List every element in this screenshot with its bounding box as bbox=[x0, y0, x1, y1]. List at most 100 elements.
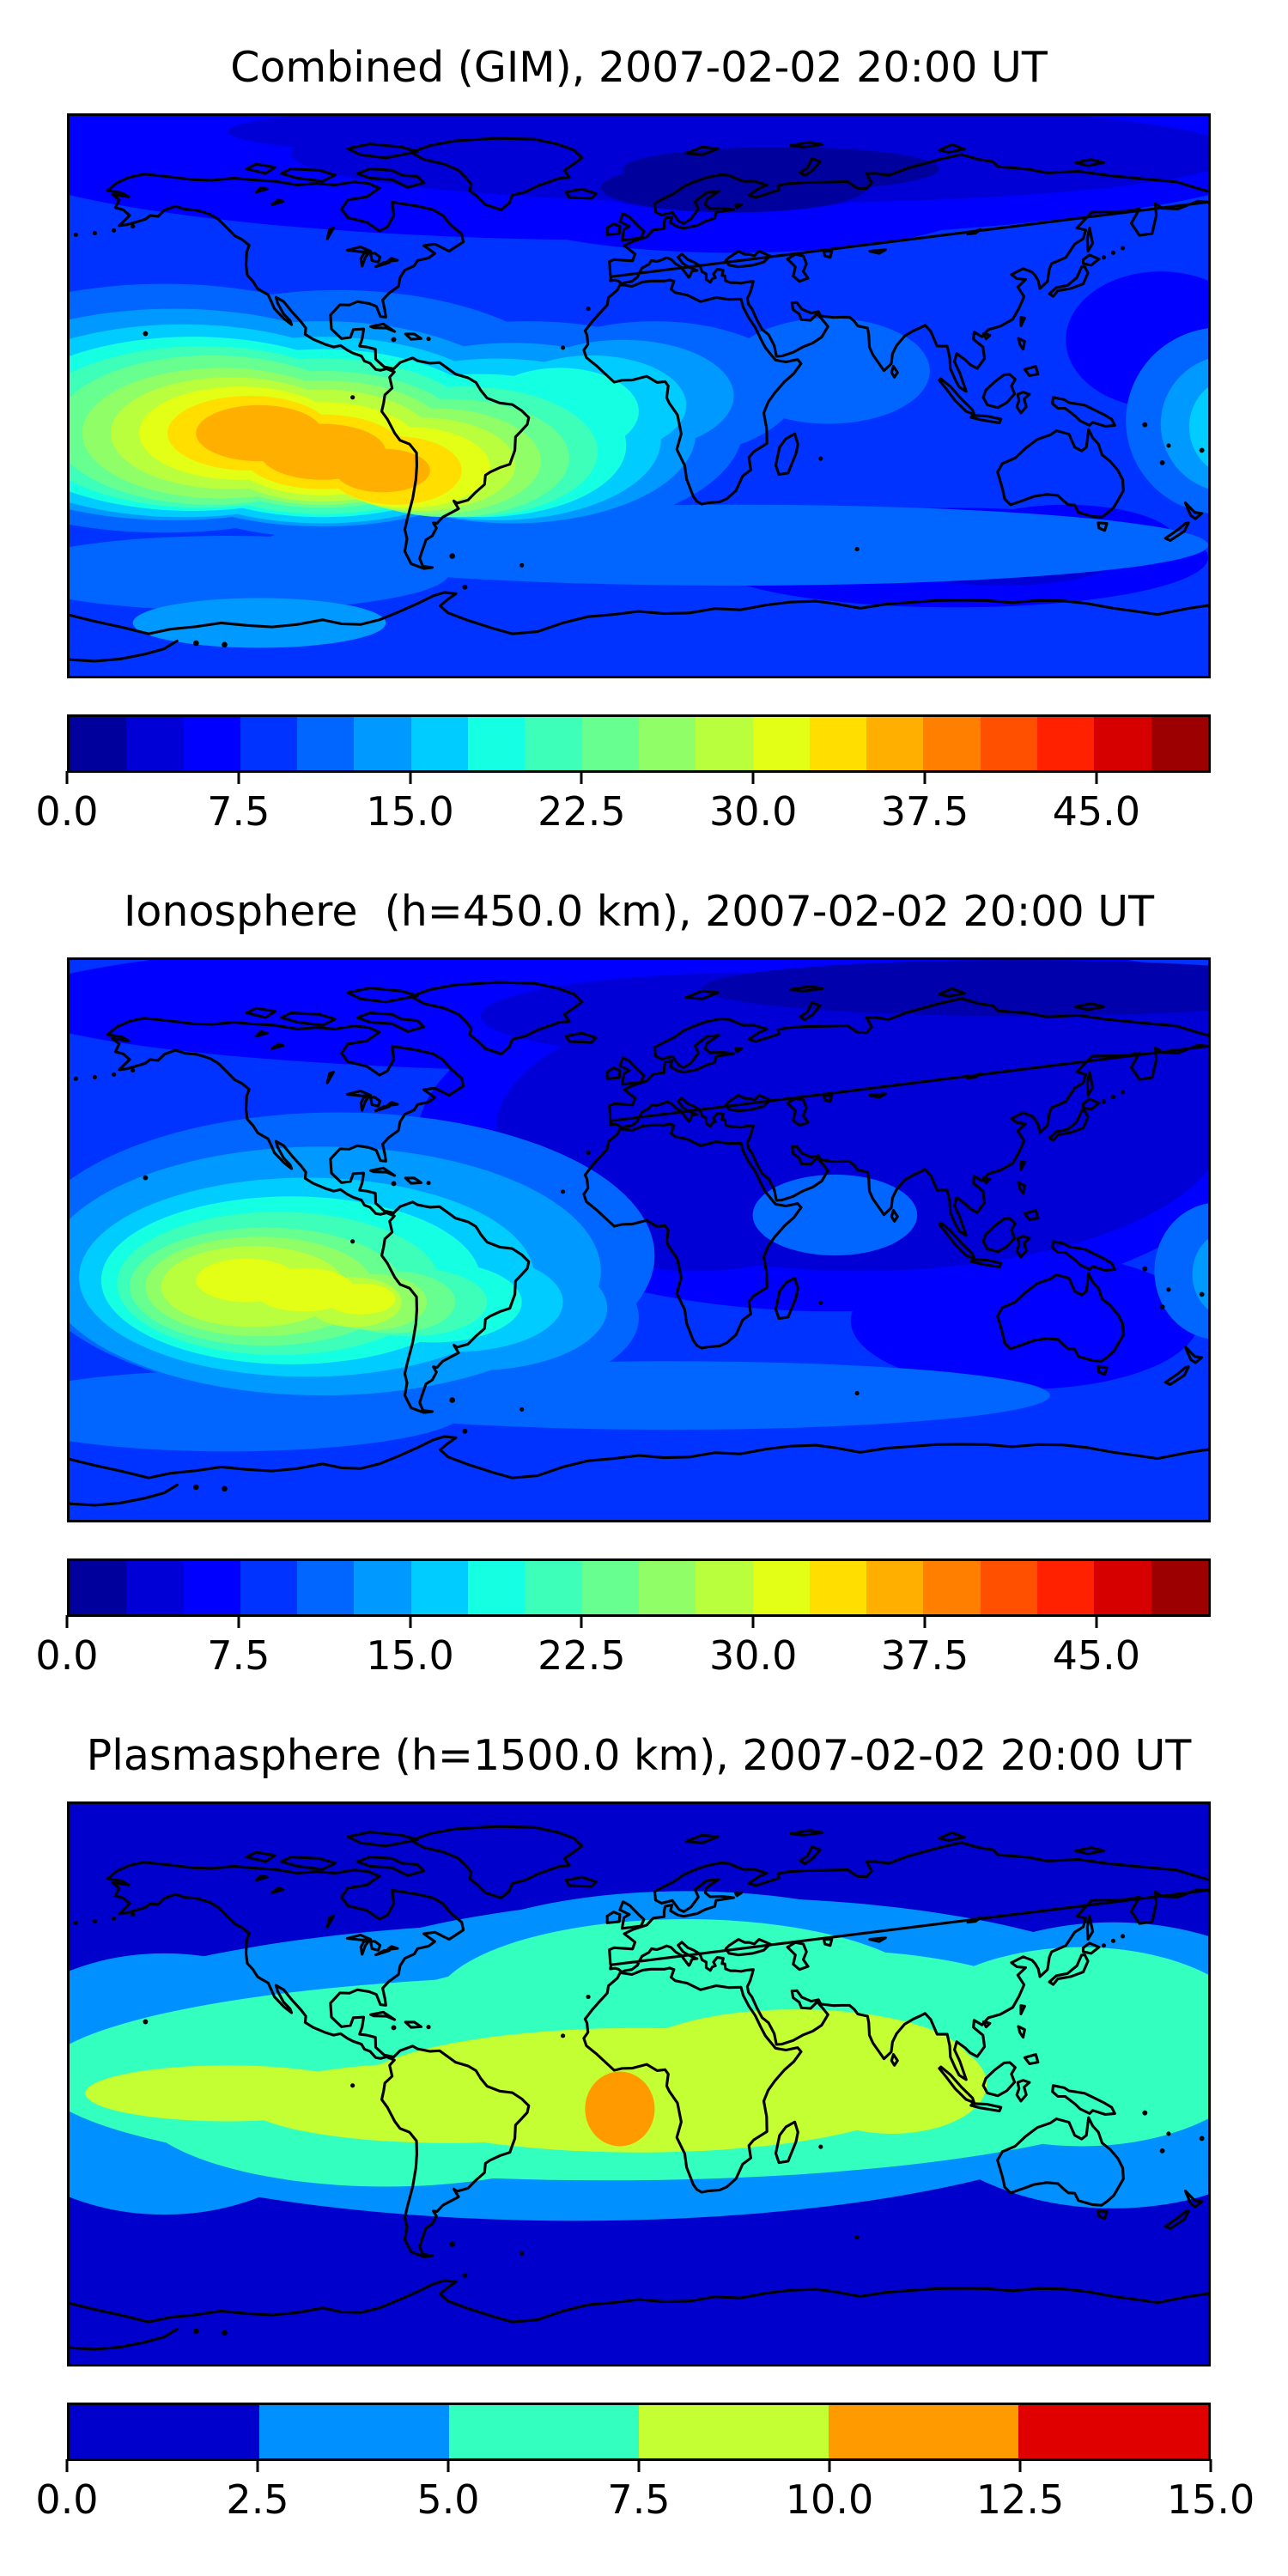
colorbar-tick-mark bbox=[580, 1615, 583, 1628]
colorbar-segment bbox=[297, 717, 355, 770]
colorbar-ionosphere bbox=[70, 1561, 1208, 1614]
colorbar-tick-mark bbox=[447, 2459, 450, 2472]
colorbar-segment bbox=[354, 1561, 411, 1614]
colorbar-tick-label: 7.5 bbox=[207, 788, 270, 835]
colorbar-segment bbox=[70, 1561, 127, 1614]
colorbar-segment bbox=[1151, 717, 1208, 770]
colorbar-tick-label: 12.5 bbox=[975, 2476, 1065, 2523]
contour-map-ionosphere bbox=[70, 960, 1208, 1520]
colorbar-segment bbox=[1037, 1561, 1095, 1614]
colorbar-plasmasphere bbox=[70, 2405, 1208, 2458]
map-plasmasphere bbox=[67, 1801, 1211, 2366]
map-combined-gim bbox=[67, 113, 1211, 678]
colorbar-segment bbox=[809, 717, 867, 770]
colorbar-segment bbox=[829, 2405, 1018, 2458]
colorbar-tick-mark bbox=[751, 1615, 755, 1628]
colorbar-tick-mark bbox=[1095, 771, 1098, 784]
colorbar-frame-combined bbox=[67, 714, 1211, 773]
contour-fill-layers bbox=[70, 116, 1208, 648]
colorbar-tick-mark bbox=[65, 2459, 69, 2472]
colorbar-segment bbox=[70, 717, 127, 770]
colorbar-segment bbox=[259, 2405, 449, 2458]
colorbar-frame-plasmasphere bbox=[67, 2403, 1211, 2461]
contour-band bbox=[1188, 386, 1208, 467]
colorbar-tick-label: 15.0 bbox=[366, 1632, 454, 1679]
colorbar-segment bbox=[639, 2405, 829, 2458]
colorbar-tick-mark bbox=[409, 1615, 412, 1628]
contour-band bbox=[335, 448, 430, 493]
contour-fill-layers bbox=[70, 960, 1208, 1452]
colorbar-tick-label: 30.0 bbox=[708, 1632, 798, 1679]
plot-title-plasmasphere: Plasmasphere (h=1500.0 km), 2007-02-02 2… bbox=[86, 1731, 1192, 1780]
contour-band bbox=[132, 598, 386, 648]
colorbar-tick-mark bbox=[237, 1615, 240, 1628]
colorbar-tick-label: 2.5 bbox=[226, 2476, 289, 2523]
contour-band bbox=[290, 1361, 1050, 1430]
colorbar-tick-mark bbox=[256, 2459, 259, 2472]
colorbar-segment bbox=[866, 1561, 924, 1614]
colorbar-segment bbox=[468, 717, 526, 770]
colorbar-tick-mark bbox=[409, 771, 412, 784]
colorbar-segment bbox=[70, 2405, 259, 2458]
colorbar-segment bbox=[1094, 717, 1151, 770]
colorbar-tick-label: 45.0 bbox=[1052, 1632, 1141, 1679]
contour-band bbox=[325, 1283, 396, 1315]
colorbar-segment bbox=[183, 1561, 240, 1614]
colorbar-segment bbox=[923, 1561, 981, 1614]
colorbar-ticks-plasmasphere: 0.0 2.5 5.0 7.5 10.0 12.5 15.0 bbox=[35, 2459, 1255, 2537]
colorbar-segment bbox=[410, 1561, 469, 1614]
colorbar-tick-mark bbox=[637, 2459, 641, 2472]
colorbar-segment bbox=[525, 717, 582, 770]
colorbar-segment bbox=[297, 1561, 355, 1614]
colorbar-tick-label: 10.0 bbox=[785, 2476, 874, 2523]
colorbar-segment bbox=[752, 1561, 810, 1614]
contour-band bbox=[70, 536, 449, 611]
colorbar-tick-label: 7.5 bbox=[607, 2476, 671, 2523]
colorbar-tick-mark bbox=[237, 771, 240, 784]
colorbar-segment bbox=[183, 717, 240, 770]
colorbar-tick-mark bbox=[828, 2459, 831, 2472]
colorbar-tick-label: 37.5 bbox=[880, 1632, 969, 1679]
colorbar-tick-label: 45.0 bbox=[1052, 788, 1141, 835]
colorbar-tick-label: 7.5 bbox=[207, 1632, 270, 1679]
colorbar-tick-label: 15.0 bbox=[366, 788, 454, 835]
colorbar-tick-mark bbox=[65, 1615, 69, 1628]
colorbar-segment bbox=[752, 717, 810, 770]
colorbar-segment bbox=[449, 2405, 639, 2458]
colorbar-segment bbox=[809, 1561, 867, 1614]
colorbar-tick-mark bbox=[65, 771, 69, 784]
colorbar-segment bbox=[980, 717, 1038, 770]
colorbar-tick-label: 37.5 bbox=[880, 788, 969, 835]
contour-map-plasmasphere bbox=[70, 1804, 1208, 2364]
contour-band bbox=[85, 2065, 370, 2122]
plot-title-combined: Combined (GIM), 2007-02-02 20:00 UT bbox=[230, 43, 1048, 92]
colorbar-tick-label: 22.5 bbox=[538, 1632, 626, 1679]
contour-band bbox=[727, 318, 930, 424]
colorbar-tick-mark bbox=[1209, 2459, 1212, 2472]
colorbar-segment bbox=[581, 1561, 639, 1614]
colorbar-segment bbox=[866, 717, 924, 770]
colorbar-segment bbox=[1037, 717, 1095, 770]
contour-band bbox=[585, 2071, 655, 2147]
colorbar-tick-mark bbox=[1095, 1615, 1098, 1628]
colorbar-combined bbox=[70, 717, 1208, 770]
colorbar-segment bbox=[468, 1561, 526, 1614]
colorbar-tick-label: 22.5 bbox=[538, 788, 626, 835]
colorbar-tick-label: 0.0 bbox=[35, 788, 99, 835]
colorbar-ticks-combined: 0.0 7.5 15.0 22.5 30.0 37.5 45.0 bbox=[35, 771, 1211, 848]
contour-band bbox=[1160, 359, 1208, 489]
contour-map-combined bbox=[70, 116, 1208, 676]
plot-title-ionosphere: Ionosphere (h=450.0 km), 2007-02-02 20:0… bbox=[123, 887, 1155, 936]
colorbar-tick-mark bbox=[923, 1615, 927, 1628]
colorbar-segment bbox=[581, 717, 639, 770]
colorbar-segment bbox=[240, 1561, 298, 1614]
colorbar-segment bbox=[1151, 1561, 1208, 1614]
colorbar-segment bbox=[980, 1561, 1038, 1614]
colorbar-frame-ionosphere bbox=[67, 1558, 1211, 1617]
colorbar-segment bbox=[354, 717, 411, 770]
colorbar-tick-label: 0.0 bbox=[35, 2476, 99, 2523]
colorbar-tick-label: 5.0 bbox=[416, 2476, 480, 2523]
contour-band bbox=[259, 504, 1208, 586]
colorbar-tick-label: 30.0 bbox=[708, 788, 798, 835]
colorbar-segment bbox=[240, 717, 298, 770]
